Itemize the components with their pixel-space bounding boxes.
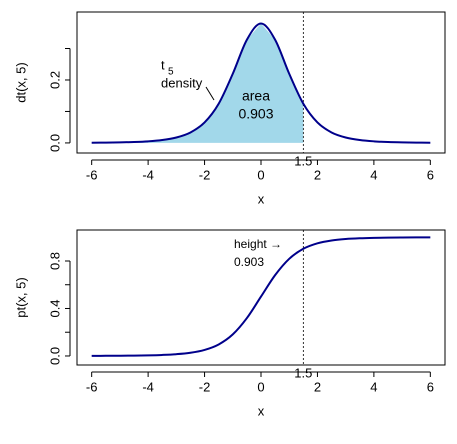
x-tick-label: -4 — [142, 379, 154, 394]
x-tick-label: 4 — [370, 167, 377, 182]
plot-frame — [76, 229, 446, 366]
x-tick-label: 6 — [427, 167, 434, 182]
x-tick-label: -2 — [199, 167, 211, 182]
x-tick-label: 2 — [314, 167, 321, 182]
y-tick-label: 0.4 — [47, 299, 62, 317]
x-tick-label: 6 — [427, 379, 434, 394]
y-tick-label: 0.8 — [47, 252, 62, 270]
x-tick-label: 2 — [314, 379, 321, 394]
y-tick-label: 0.2 — [47, 71, 62, 89]
shaded-area — [91, 23, 304, 143]
reference-label: 1.5 — [294, 365, 312, 380]
x-tick-label: 0 — [257, 379, 264, 394]
reference-label: 1.5 — [294, 153, 312, 168]
annotation: density — [161, 75, 203, 90]
x-axis-title: x — [258, 191, 265, 206]
data-line — [91, 22, 431, 144]
y-axis-title: pt(x, 5) — [13, 277, 28, 317]
y-tick-label: 0.0 — [47, 347, 62, 365]
annotation: 0.903 — [238, 106, 273, 122]
leader-line — [205, 86, 215, 101]
annotation: height → — [234, 237, 282, 251]
annotation: 0.903 — [234, 255, 264, 269]
annotation: area — [242, 88, 270, 104]
x-tick-label: -6 — [86, 379, 98, 394]
y-axis-title: dt(x, 5) — [13, 62, 28, 102]
x-tick-label: -4 — [142, 167, 154, 182]
x-tick-label: -6 — [86, 167, 98, 182]
x-tick-label: 0 — [257, 167, 264, 182]
y-tick-label: 0.0 — [47, 134, 62, 152]
annotation: t — [161, 57, 165, 72]
x-axis-title: x — [258, 403, 265, 418]
x-tick-label: 4 — [370, 379, 377, 394]
data-line — [91, 236, 431, 357]
x-tick-label: -2 — [199, 379, 211, 394]
plot-frame — [76, 11, 446, 154]
annotation: 5 — [168, 67, 174, 78]
